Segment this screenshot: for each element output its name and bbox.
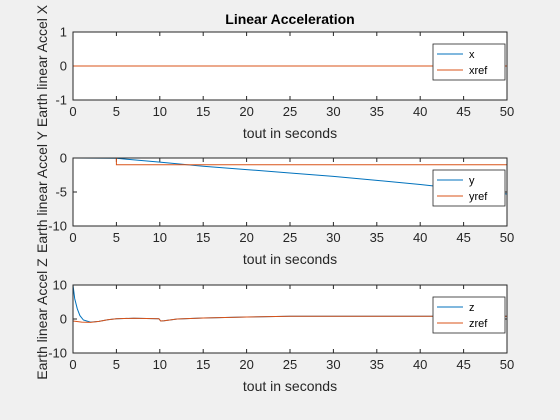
y-tick-label: 0 <box>60 312 67 327</box>
y-tick-label: -10 <box>48 219 67 234</box>
x-tick-label: 20 <box>239 104 253 119</box>
x-tick-label: 25 <box>283 357 297 372</box>
x-tick-label: 40 <box>413 357 427 372</box>
legend-box <box>432 43 506 81</box>
x-tick-label: 30 <box>326 230 340 245</box>
x-tick-label: 10 <box>153 230 167 245</box>
series-line-zref <box>73 315 507 323</box>
legend: x xref <box>432 43 506 81</box>
y-tick-label: 0 <box>60 151 67 166</box>
y-tick-label: -1 <box>55 93 67 108</box>
x-tick-label: 35 <box>370 230 384 245</box>
x-tick-label: 25 <box>283 230 297 245</box>
legend-label-yref: yref <box>469 191 488 203</box>
series-line-yref <box>73 158 507 166</box>
x-tick-label: 5 <box>113 230 120 245</box>
x-tick-label: 50 <box>500 357 514 372</box>
x-tick-label: 15 <box>196 104 210 119</box>
x-tick-label: 20 <box>239 230 253 245</box>
x-tick-label: 0 <box>69 230 76 245</box>
legend: z zref <box>432 296 506 334</box>
x-tick-label: 40 <box>413 230 427 245</box>
x-tick-label: 45 <box>456 230 470 245</box>
x-tick-label: 25 <box>283 104 297 119</box>
legend: y yref <box>432 169 506 207</box>
y-tick-label: -5 <box>55 185 67 200</box>
x-tick-label: 15 <box>196 357 210 372</box>
x-tick-label: 10 <box>153 357 167 372</box>
x-axis-label: tout in seconds <box>243 251 337 267</box>
legend-label-zref: zref <box>469 318 488 330</box>
x-tick-label: 45 <box>456 357 470 372</box>
chart-title: Linear Acceleration <box>225 11 354 27</box>
x-axis-label: tout in seconds <box>243 378 337 394</box>
x-tick-label: 30 <box>326 357 340 372</box>
x-axis-label: tout in seconds <box>243 125 337 141</box>
x-tick-label: 10 <box>153 104 167 119</box>
legend-label-xref: xref <box>469 65 488 77</box>
x-tick-label: 50 <box>500 104 514 119</box>
legend-box <box>432 169 506 207</box>
x-tick-label: 5 <box>113 357 120 372</box>
x-tick-label: 35 <box>370 357 384 372</box>
y-tick-label: 10 <box>53 278 67 293</box>
x-tick-label: 30 <box>326 104 340 119</box>
x-tick-label: 50 <box>500 230 514 245</box>
x-tick-label: 5 <box>113 104 120 119</box>
subplot-2: 0 5 10 15 20 25 30 35 40 45 50 0 -5 -10 y yref tout in s… <box>34 130 514 267</box>
axes-frame <box>72 157 508 227</box>
legend-label-z: z <box>469 302 475 314</box>
x-tick-label: 0 <box>69 357 76 372</box>
y-tick-label: 1 <box>60 25 67 40</box>
y-axis-label: Earth linear Accel X <box>34 4 50 127</box>
x-tick-label: 0 <box>69 104 76 119</box>
x-tick-label: 20 <box>239 357 253 372</box>
legend-label-x: x <box>469 49 475 61</box>
legend-label-y: y <box>469 175 475 187</box>
x-tick-label: 35 <box>370 104 384 119</box>
y-tick-label: -10 <box>48 346 67 361</box>
x-tick-label: 40 <box>413 104 427 119</box>
x-tick-label: 15 <box>196 230 210 245</box>
y-tick-label: 0 <box>60 59 67 74</box>
legend-box <box>432 296 506 334</box>
axes-frame <box>72 31 508 101</box>
x-tick-label: 45 <box>456 104 470 119</box>
axes-frame <box>72 284 508 354</box>
y-axis-label: Earth linear Accel Z <box>34 258 50 380</box>
y-axis-label: Earth linear Accel Y <box>34 130 50 253</box>
